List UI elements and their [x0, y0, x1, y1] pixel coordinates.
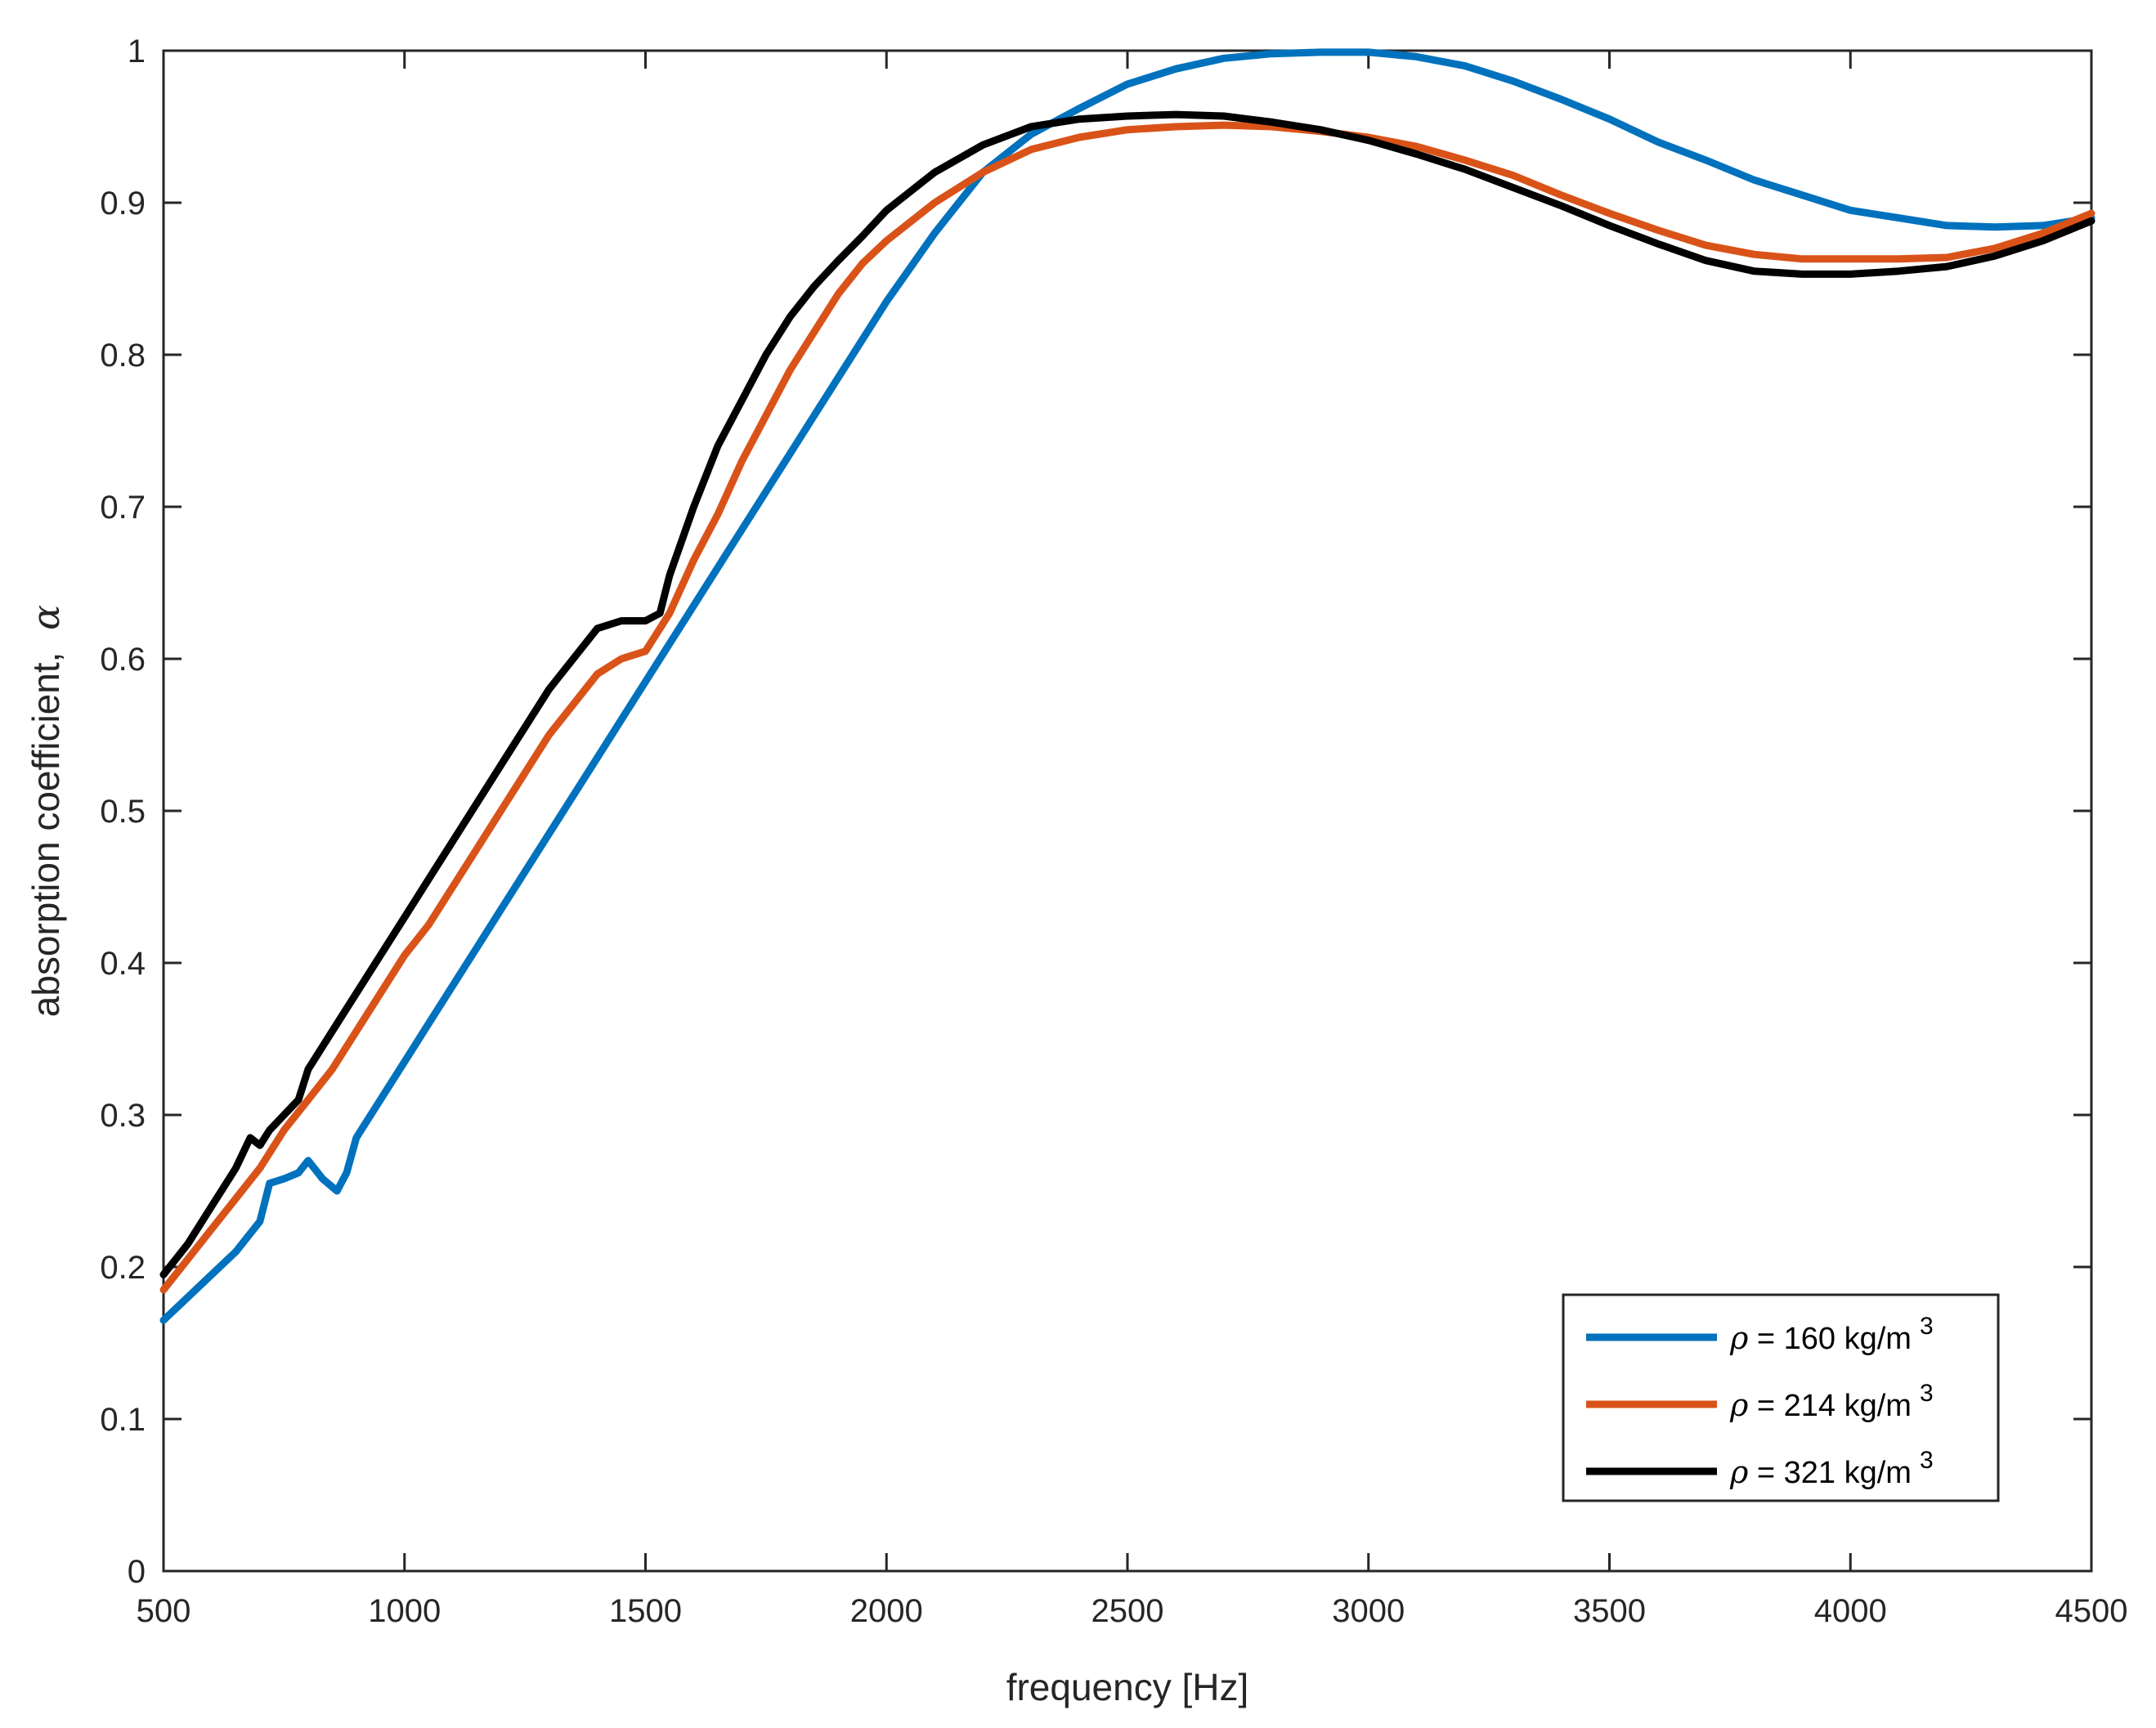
x-tick-label: 2000	[850, 1593, 923, 1629]
y-tick-label: 0.4	[100, 946, 146, 982]
legend-box	[1562, 1293, 2000, 1502]
legend-label: ρ = 321 kg/m 3	[1729, 1447, 1934, 1490]
y-tick-label: 0.8	[100, 338, 146, 374]
legend-label-text: = 160 kg/m	[1748, 1322, 1912, 1356]
legend-label-superscript: 3	[1920, 1313, 1934, 1340]
legend-item-2: ρ = 214 kg/m 3	[1586, 1380, 1934, 1423]
y-tick-label: 0.1	[100, 1402, 146, 1438]
legend-label-superscript: 3	[1920, 1447, 1934, 1474]
x-tick-label: 4000	[1814, 1593, 1887, 1629]
x-tick-label: 1500	[609, 1593, 682, 1629]
y-axis-title-text: absorption coefficient,	[25, 652, 67, 1018]
legend-label-symbol: ρ	[1729, 1387, 1749, 1423]
y-tick-label: 1	[128, 34, 146, 69]
y-tick-label: 0.2	[100, 1250, 146, 1286]
series-line-3	[159, 110, 2095, 1278]
x-axis-title: frequency [Hz]	[1006, 1666, 1249, 1708]
legend-item-3: ρ = 321 kg/m 3	[1586, 1447, 1934, 1490]
y-tick-label: 0	[128, 1554, 146, 1590]
series-line-2	[159, 121, 2095, 1294]
series-lines	[159, 48, 2095, 1324]
svg-text:absorption coefficient,: absorption coefficient, α	[24, 605, 68, 1018]
x-tick-label: 500	[137, 1593, 191, 1629]
x-tick-label: 1000	[368, 1593, 441, 1629]
y-axis-title-symbol: α	[24, 605, 68, 630]
x-tick-label: 4500	[2055, 1593, 2128, 1629]
y-tick-label: 0.6	[100, 642, 146, 678]
legend-label: ρ = 214 kg/m 3	[1729, 1380, 1934, 1423]
legend-label-symbol: ρ	[1729, 1320, 1749, 1356]
x-tick-label: 3500	[1573, 1593, 1646, 1629]
legend-label-text: = 214 kg/m	[1748, 1389, 1912, 1423]
series-line-1	[159, 48, 2095, 1324]
axis-ticks	[162, 49, 2093, 1573]
legend-label-superscript: 3	[1920, 1380, 1934, 1407]
x-tick-label: 3000	[1332, 1593, 1405, 1629]
y-tick-label: 0.5	[100, 794, 146, 830]
legend-label-text: = 321 kg/m	[1748, 1456, 1912, 1490]
y-tick-label: 0.9	[100, 186, 146, 222]
y-tick-label: 0.3	[100, 1098, 146, 1134]
axis-tick-labels: 500 1000 1500 2000 2500 3000 3500 4000 4500 0 0.1 0…	[100, 34, 2127, 1629]
y-axis-title: absorption coefficient, α	[24, 605, 68, 1018]
legend-label-symbol: ρ	[1729, 1454, 1749, 1490]
legend-item-1: ρ = 160 kg/m 3	[1586, 1313, 1934, 1356]
legend-label: ρ = 160 kg/m 3	[1729, 1313, 1934, 1356]
legend: ρ = 160 kg/m 3 ρ = 214 kg/m 3 ρ = 321 kg/m 3	[1562, 1293, 2000, 1502]
x-tick-label: 2500	[1091, 1593, 1164, 1629]
y-tick-label: 0.7	[100, 490, 146, 526]
